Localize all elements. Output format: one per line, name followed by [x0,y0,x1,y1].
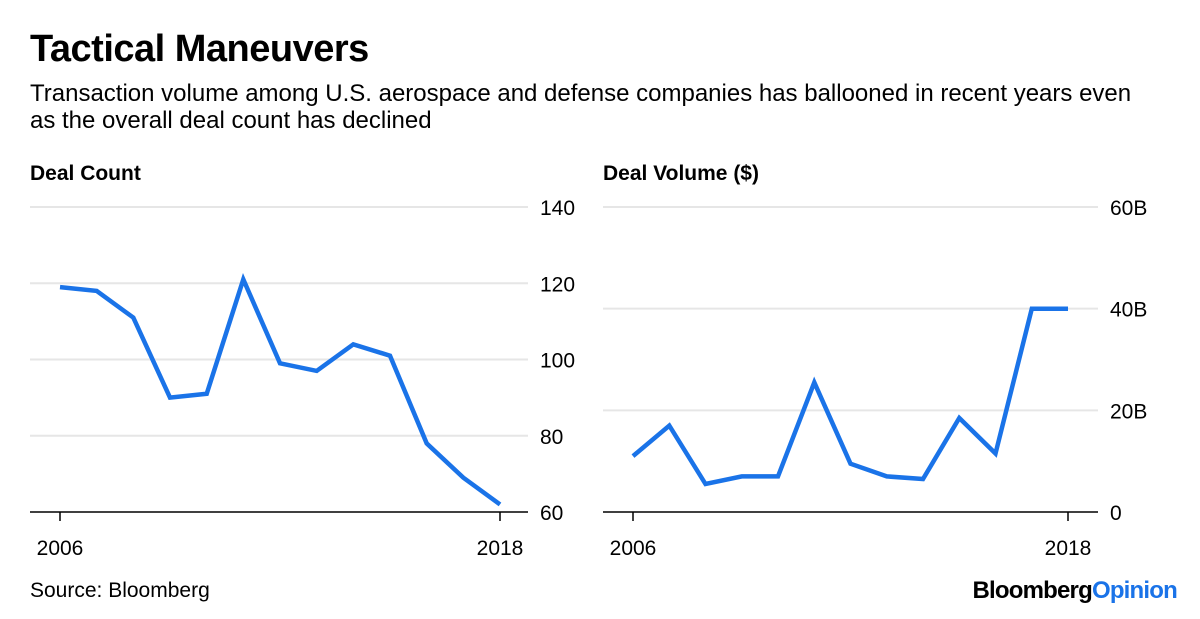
deal-count-xtick-label: 2006 [37,537,84,560]
deal-volume-ytick-label: 0 [1110,502,1122,525]
deal-volume-ytick-label: 60B [1110,197,1147,220]
deal-volume-series-line [631,306,1068,487]
bloomberg-opinion-logo: BloombergOpinion [972,577,1177,605]
chart-subtitle: Transaction volume among U.S. aerospace … [30,80,1132,134]
brand-accent: Opinion [1091,577,1178,604]
panel-title-deal-volume: Deal Volume ($) [603,162,759,185]
deal-volume-xtick-label: 2018 [1045,537,1092,560]
deal-volume-ytick-label: 40B [1110,299,1147,322]
deal-count-ytick-label: 120 [540,273,575,296]
deal-count-ytick-label: 60 [540,502,563,525]
deal-count-series-line [59,273,502,507]
deal-volume-ytick-label: 20B [1110,400,1147,423]
source-note: Source: Bloomberg [30,579,210,602]
deal-count-xtick-label: 2018 [477,537,524,560]
deal-count-ytick-label: 140 [540,197,575,220]
panel-title-deal-count: Deal Count [30,162,141,185]
deal-count-ytick-label: 100 [540,350,575,373]
brand-main: Bloomberg [972,577,1092,604]
deal-count-ytick-label: 80 [540,426,563,449]
chart-title: Tactical Maneuvers [30,28,369,70]
deal-volume-plot: 0 20B 40B 60B 2006 2018 [603,197,1147,560]
deal-count-plot: 60 80 100 120 140 2006 2018 [30,197,575,560]
deal-volume-xtick-label: 2006 [610,537,657,560]
